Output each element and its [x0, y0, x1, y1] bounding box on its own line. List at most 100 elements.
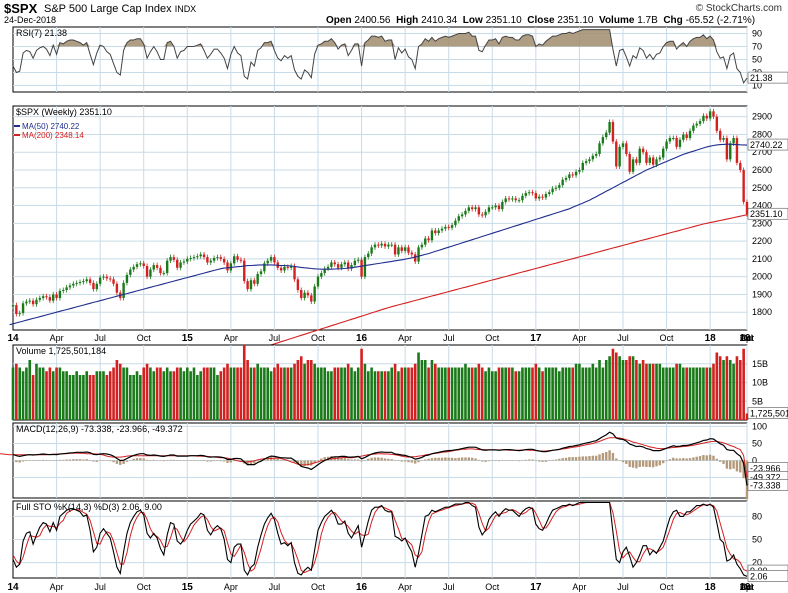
macd-histogram-bar	[578, 456, 581, 461]
high-value: 2410.34	[421, 15, 458, 26]
volume-bar	[695, 367, 699, 420]
candle-body	[65, 287, 68, 290]
exchange-label: INDX	[174, 4, 197, 14]
candle-body	[698, 121, 702, 124]
volume-bar	[591, 363, 595, 420]
rsi-tick-label: 90	[752, 29, 762, 39]
volume-tick-label: 10B	[752, 378, 768, 388]
candle-body	[98, 277, 102, 284]
macd-histogram-bar	[273, 457, 276, 461]
macd-histogram-bar	[688, 458, 692, 461]
ticker-symbol: $SPX	[4, 1, 38, 16]
open-label: Open	[326, 15, 352, 26]
macd-histogram-bar	[658, 460, 662, 466]
candle-body	[266, 260, 269, 264]
macd-histogram-bar	[739, 460, 742, 473]
candle-body	[88, 279, 92, 283]
candle-body	[343, 262, 347, 265]
candle-body	[504, 198, 507, 202]
volume-bar	[41, 367, 45, 420]
macd-histogram-bar	[276, 458, 279, 461]
candle-body	[202, 254, 206, 258]
ma50-tag: 2740.22	[750, 140, 783, 150]
candle-body	[340, 264, 343, 268]
candle-body	[357, 259, 360, 261]
volume-bar	[98, 371, 102, 420]
volume-bar	[85, 371, 89, 420]
candle-body	[628, 154, 631, 172]
candle-body	[273, 257, 276, 263]
macd-histogram-bar	[678, 458, 682, 461]
candle-body	[326, 266, 330, 269]
macd-histogram-bar	[155, 460, 159, 461]
macd-histogram-bar	[672, 457, 675, 461]
volume-bar	[340, 367, 343, 420]
macd-histogram-bar	[695, 456, 698, 461]
x-tick-label: 14	[7, 582, 19, 593]
chg-label: Chg	[663, 15, 683, 26]
ohlc-readout: Open 2400.56 High 2410.34 Low 2351.10 Cl…	[326, 15, 755, 26]
candle-body	[454, 220, 457, 226]
candle-body	[675, 138, 678, 147]
volume-bar	[531, 367, 534, 420]
index-fullname: S&P 500 Large Cap Index	[44, 3, 172, 15]
macd-signal-tag: -49.372	[750, 472, 781, 482]
macd-histogram-bar	[601, 453, 605, 461]
candle-body	[323, 268, 326, 274]
macd-histogram-bar	[692, 457, 695, 461]
volume-bar	[196, 375, 199, 420]
volume-bar	[51, 371, 55, 420]
volume-bar	[380, 371, 383, 420]
candle-body	[497, 205, 501, 210]
volume-last-tag-box	[747, 407, 788, 419]
candle-body	[206, 257, 209, 263]
candle-body	[336, 264, 340, 268]
volume-bar	[296, 360, 300, 420]
candle-body	[541, 196, 544, 198]
candle-body	[651, 157, 655, 165]
volume-bar	[460, 367, 464, 420]
candle-body	[149, 269, 152, 277]
volume-bar	[95, 371, 99, 420]
candle-body	[226, 262, 229, 271]
volume-tick-label: 5B	[752, 396, 763, 406]
x-tick-label: 14	[7, 333, 19, 344]
volume-bar	[558, 371, 561, 420]
candle-body	[702, 115, 705, 122]
candle-body	[524, 193, 527, 196]
price-panel	[12, 105, 748, 331]
candle-body	[424, 238, 427, 245]
close-label: Close	[527, 15, 555, 26]
rsi-tick-label: 50	[752, 55, 762, 65]
x-tick-label: Apr	[572, 333, 586, 343]
candle-body	[145, 266, 149, 277]
macd-histogram-bar	[574, 457, 578, 461]
macd-histogram-bar	[142, 458, 145, 461]
macd-histogram-bar	[125, 460, 129, 462]
candle-body	[68, 285, 72, 288]
x-tick-label: Oct	[740, 582, 755, 592]
macd-histogram-bar	[119, 460, 122, 465]
macd-histogram-bar	[400, 460, 403, 462]
volume-bar	[259, 367, 263, 420]
candle-body	[159, 267, 162, 274]
volume-bar	[283, 367, 286, 420]
volume-bar	[407, 367, 410, 420]
volume-bar	[236, 367, 239, 420]
macd-histogram-bar	[246, 460, 249, 466]
macd-histogram-bar	[440, 457, 444, 461]
macd-histogram-bar	[685, 458, 688, 461]
macd-histogram-bar	[115, 460, 119, 464]
volume-bar	[266, 367, 270, 420]
volume-bar	[537, 367, 541, 420]
candle-body	[55, 294, 58, 298]
macd-histogram-bar	[615, 458, 618, 461]
candle-body	[447, 226, 450, 228]
volume-bar	[155, 367, 159, 420]
candle-body	[688, 130, 692, 138]
x-tick-label: 19	[739, 582, 751, 593]
volume-bar	[112, 367, 115, 420]
macd-histogram-bar	[514, 460, 517, 461]
macd-histogram-bar	[373, 457, 377, 461]
macd-hist-tag: -23.966	[750, 464, 781, 474]
